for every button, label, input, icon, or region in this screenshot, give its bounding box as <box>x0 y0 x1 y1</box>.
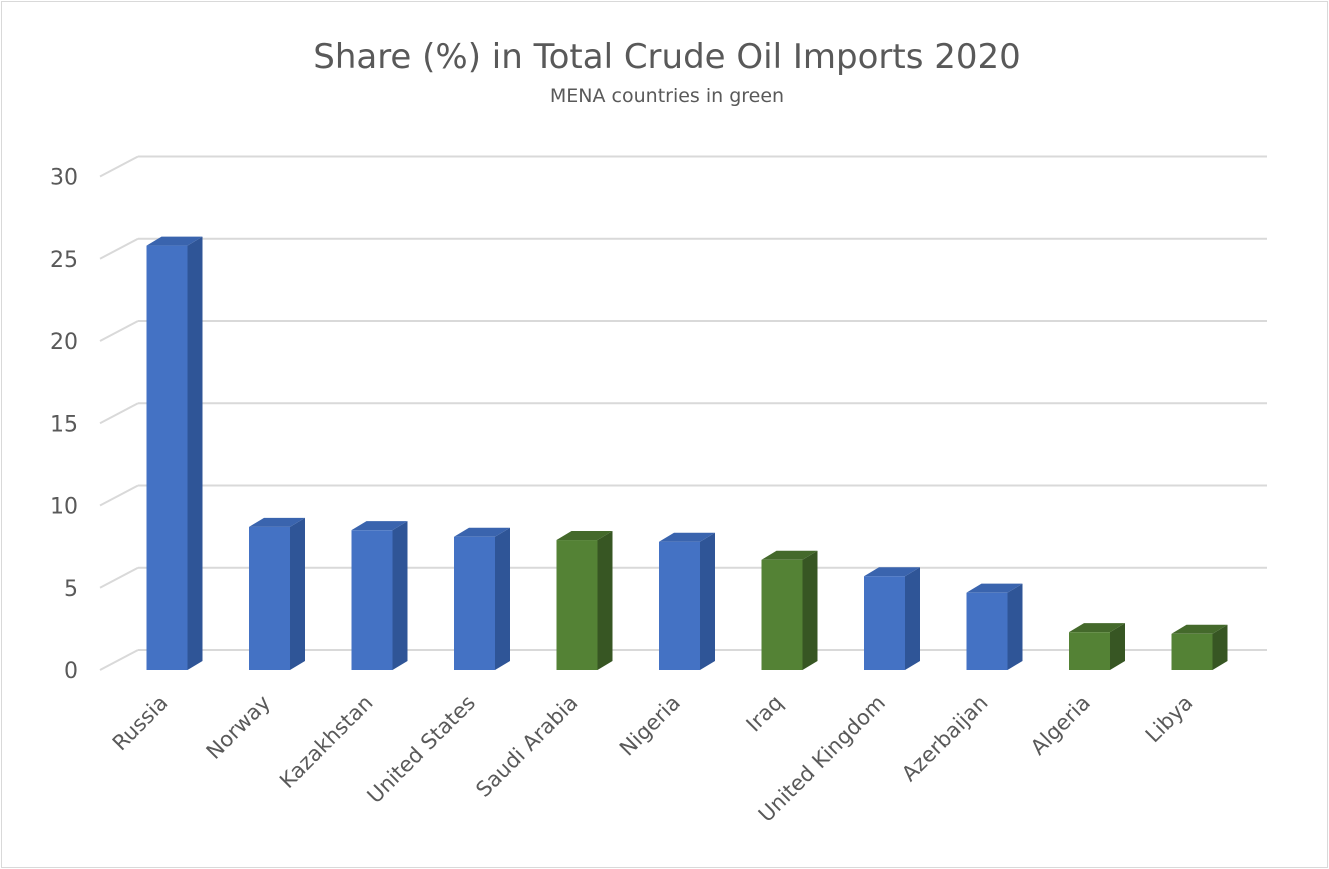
x-tick-label: Algeria <box>1026 691 1095 760</box>
bar-front <box>1171 633 1213 670</box>
chart-title: Share (%) in Total Crude Oil Imports 202… <box>313 37 1021 77</box>
gridline-diagonal <box>99 484 139 507</box>
x-tick-label: Libya <box>1141 691 1198 748</box>
x-tick-label: Kazakhstan <box>275 691 378 794</box>
y-tick-label: 20 <box>50 330 78 355</box>
x-tick-label: Azerbaijan <box>897 691 992 786</box>
bar-algeria <box>1069 623 1125 670</box>
gridline-diagonal <box>99 155 139 178</box>
gridlines <box>99 155 1267 671</box>
bar-front <box>659 541 700 670</box>
bar-front <box>249 526 290 670</box>
gridline-diagonal <box>99 402 139 425</box>
bar-front <box>966 592 1008 670</box>
bar-norway <box>249 517 305 670</box>
bar-side <box>187 236 203 670</box>
bar-top <box>864 567 920 577</box>
y-tick-label: 25 <box>50 248 78 273</box>
bar-top <box>966 583 1023 593</box>
bars <box>146 236 1228 670</box>
bar-russia <box>146 236 203 670</box>
x-tick-label: Iraq <box>742 691 788 737</box>
bar-nigeria <box>659 532 715 670</box>
bar-side <box>802 550 818 670</box>
x-tick-label: United States <box>363 691 481 809</box>
bar-side <box>290 517 305 670</box>
bar-top <box>659 532 715 542</box>
bar-side <box>905 567 920 670</box>
y-tick-label: 30 <box>50 166 78 191</box>
bar-side <box>597 531 613 670</box>
bar-side <box>1212 624 1228 670</box>
bar-front <box>454 536 495 670</box>
bar-side <box>1110 623 1125 670</box>
bar-united-states <box>454 527 510 670</box>
bar-front <box>1069 632 1110 670</box>
bar-top <box>1069 623 1125 633</box>
bar-front <box>351 530 393 670</box>
bar-top <box>454 527 510 537</box>
bar-libya <box>1171 624 1228 670</box>
x-tick-label: Nigeria <box>615 691 685 761</box>
bar-side <box>392 521 408 670</box>
chart-subtitle: MENA countries in green <box>550 85 784 107</box>
x-tick-label: Saudi Arabia <box>471 691 582 802</box>
bar-front <box>556 540 598 670</box>
bar-top <box>761 550 818 560</box>
bar-front <box>864 576 905 670</box>
bar-top <box>1171 624 1228 634</box>
bar-top <box>146 236 203 246</box>
bar-top <box>351 521 408 531</box>
y-tick-label: 0 <box>64 659 78 684</box>
bar-azerbaijan <box>966 583 1023 670</box>
bar-kazakhstan <box>351 521 408 670</box>
x-tick-label: Russia <box>108 691 173 756</box>
bar-side <box>1007 583 1023 670</box>
bar-iraq <box>761 550 818 670</box>
gridline-diagonal <box>99 320 139 342</box>
bar-front <box>761 559 803 670</box>
bar-side <box>700 532 715 670</box>
bar-united-kingdom <box>864 567 920 670</box>
y-axis-ticks: 0 5 10 15 20 25 30 <box>50 166 78 685</box>
gridline-diagonal <box>99 237 139 260</box>
bar-saudi-arabia <box>556 531 613 670</box>
bar-side <box>495 527 510 670</box>
y-tick-label: 15 <box>50 412 78 437</box>
bar-front <box>146 245 188 670</box>
x-tick-label: Norway <box>202 691 275 764</box>
bar-top <box>556 531 613 541</box>
y-tick-label: 5 <box>64 577 78 602</box>
bar-top <box>249 517 305 527</box>
gridline-diagonal <box>99 566 139 589</box>
gridline-diagonal <box>99 649 139 671</box>
y-tick-label: 10 <box>50 495 78 520</box>
